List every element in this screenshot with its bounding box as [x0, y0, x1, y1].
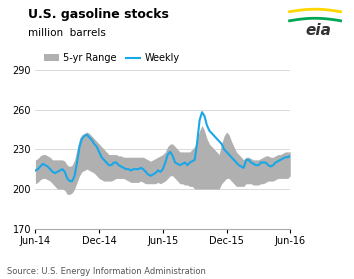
- Text: Source: U.S. Energy Information Administration: Source: U.S. Energy Information Administ…: [7, 267, 206, 276]
- Text: million  barrels: million barrels: [28, 28, 106, 38]
- Text: eia: eia: [305, 23, 331, 38]
- Legend: 5-yr Range, Weekly: 5-yr Range, Weekly: [40, 49, 183, 67]
- Text: U.S. gasoline stocks: U.S. gasoline stocks: [28, 8, 169, 21]
